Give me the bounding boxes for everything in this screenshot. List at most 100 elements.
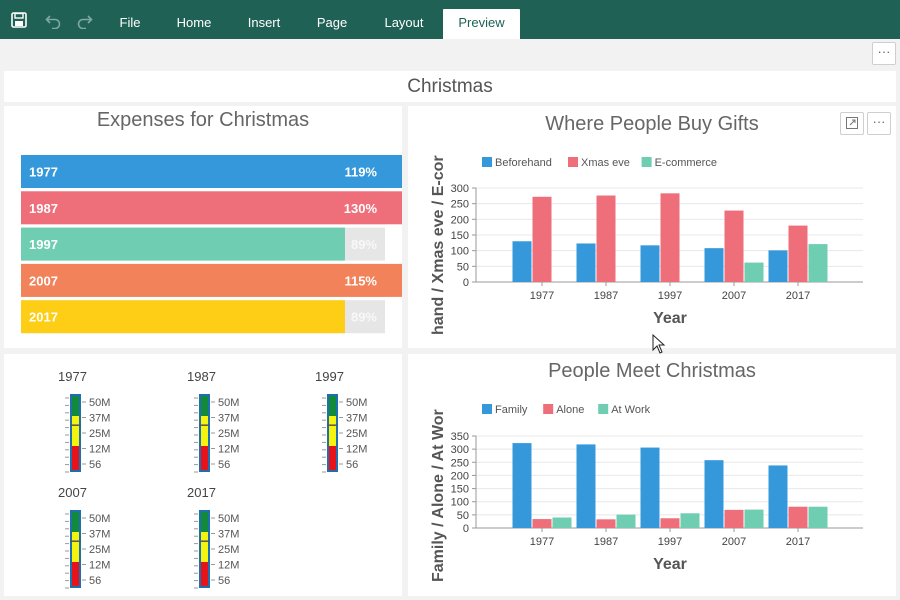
gauge-scale-label: 56 — [89, 575, 101, 587]
gauge-band-green — [201, 396, 208, 416]
column-bar — [744, 262, 764, 282]
column-bar — [788, 506, 808, 528]
gauge-scale-label: 56 — [218, 575, 230, 587]
legend-swatch — [598, 404, 609, 414]
column-bar — [680, 513, 700, 528]
expand-button[interactable] — [840, 112, 864, 135]
gauge-year-label: 1997 — [315, 369, 344, 384]
gauge-scale-label: 37M — [218, 413, 239, 425]
expense-bar — [21, 227, 345, 261]
undo-icon[interactable] — [44, 11, 62, 29]
expense-bar — [21, 263, 402, 297]
legend-label: Alone — [556, 404, 584, 416]
tab-layout[interactable]: Layout — [384, 15, 424, 30]
gauge-scale-label: 50M — [89, 397, 110, 409]
y-tick-label: 100 — [451, 497, 469, 509]
gauge-scale-label: 12M — [346, 444, 367, 456]
x-tick-label: 1987 — [594, 290, 618, 302]
legend-swatch — [641, 157, 652, 167]
gauge-year-label: 1977 — [58, 369, 87, 384]
x-tick-label: 1977 — [530, 290, 554, 302]
gauge-year-label: 2017 — [187, 485, 216, 500]
gauge-band-green — [201, 512, 208, 532]
column-bar — [660, 518, 680, 528]
save-icon[interactable] — [10, 11, 28, 29]
gauge-band-red — [201, 562, 208, 586]
gauge-scale-label: 25M — [89, 428, 110, 440]
legend-swatch — [568, 157, 578, 167]
gauge-scale-label: 37M — [89, 529, 110, 541]
expense-bar-category: 2017 — [29, 310, 58, 325]
gauge-scale-label: 50M — [218, 513, 239, 525]
x-axis-title: Year — [653, 556, 687, 573]
x-tick-label: 2007 — [722, 536, 746, 548]
gauge-scale-label: 12M — [89, 444, 110, 456]
gauge-year-label: 2007 — [58, 485, 87, 500]
legend-label: At Work — [611, 404, 650, 416]
gauge-scale-label: 25M — [218, 428, 239, 440]
expense-bar-category: 1977 — [29, 165, 58, 180]
gifts-panel: Where People Buy Gifts ··· Beforehand Xma… — [408, 106, 896, 348]
expenses-title: Expenses for Christmas — [96, 109, 310, 131]
gauge-scale-label: 25M — [89, 544, 110, 556]
tab-file[interactable]: File — [119, 15, 141, 30]
gauge-scale-label: 37M — [89, 413, 110, 425]
expense-bar-value-label: 130% — [344, 201, 378, 216]
meet-panel: People Meet Christmas Family Alone At Work… — [408, 354, 896, 596]
page-more-button[interactable]: ··· — [872, 42, 896, 65]
redo-icon[interactable] — [76, 11, 94, 29]
column-bar — [596, 519, 616, 528]
tab-insert[interactable]: Insert — [247, 15, 281, 30]
column-bar — [660, 193, 680, 282]
column-bar — [532, 196, 552, 282]
column-bar — [616, 514, 636, 528]
column-bar — [768, 465, 788, 528]
ribbon-toolbar: File Home Insert Page Layout Preview — [0, 0, 900, 39]
y-axis-title: Family / Alone / At Wor — [430, 409, 447, 582]
y-tick-label: 150 — [451, 230, 469, 242]
gifts-more-button[interactable]: ··· — [867, 112, 891, 135]
column-bar — [808, 506, 828, 528]
gauge-band-yellow — [201, 416, 208, 446]
x-tick-label: 1987 — [594, 536, 618, 548]
column-bar — [744, 509, 764, 528]
gifts-title: Where People Buy Gifts — [545, 113, 759, 135]
gauge-band-red — [329, 446, 336, 470]
legend-label: E-commerce — [655, 157, 717, 169]
legend-swatch — [482, 157, 492, 167]
mouse-cursor-icon — [652, 334, 666, 354]
gauge-scale-label: 56 — [89, 459, 101, 471]
gauge-band-yellow — [329, 416, 336, 446]
y-tick-label: 250 — [451, 457, 469, 469]
column-bar — [596, 195, 616, 282]
tab-page[interactable]: Page — [316, 15, 348, 30]
gauge-scale-label: 12M — [218, 444, 239, 456]
gauge-band-red — [201, 446, 208, 470]
x-tick-label: 1997 — [658, 290, 682, 302]
gauge-band-yellow — [201, 532, 208, 562]
tab-preview[interactable]: Preview — [443, 9, 520, 39]
y-tick-label: 0 — [463, 277, 469, 289]
column-bar — [768, 250, 788, 282]
page-title: Christmas — [4, 71, 896, 102]
column-bar — [552, 517, 572, 528]
expand-icon — [846, 117, 858, 129]
legend-label: Family — [495, 404, 528, 416]
expense-bar — [21, 191, 402, 225]
tab-home[interactable]: Home — [176, 15, 212, 30]
legend-label: Xmas eve — [581, 157, 630, 169]
y-tick-label: 0 — [463, 523, 469, 535]
gauge-scale-label: 50M — [218, 397, 239, 409]
y-axis-title: hand / Xmas eve / E-cor — [430, 155, 447, 335]
y-tick-label: 250 — [451, 199, 469, 211]
expense-bar-category: 2007 — [29, 273, 58, 288]
column-bar — [512, 241, 532, 282]
gauge-scale-label: 37M — [346, 413, 367, 425]
column-bar — [640, 447, 660, 528]
gauge-scale-label: 12M — [89, 560, 110, 572]
x-tick-label: 2017 — [786, 536, 810, 548]
expense-bar-category: 1997 — [29, 237, 58, 252]
gauge-band-yellow — [72, 532, 79, 562]
x-tick-label: 2007 — [722, 290, 746, 302]
